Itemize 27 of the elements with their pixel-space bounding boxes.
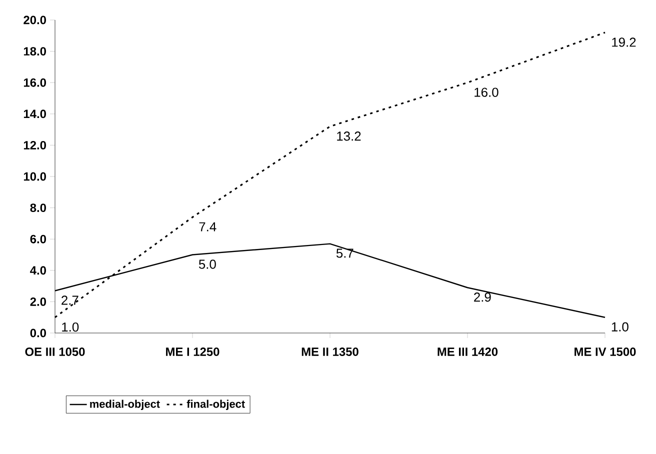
y-tick-label: 4.0 (30, 266, 46, 275)
y-tick-label: 18.0 (24, 47, 46, 56)
data-label: 19.2 (612, 38, 636, 47)
data-label: 13.2 (337, 132, 361, 141)
x-tick-label: ME I 1250 (166, 348, 220, 356)
data-label: 16.0 (474, 88, 498, 97)
x-tick-label: OE III 1050 (25, 348, 85, 356)
data-label: 1.0 (612, 322, 628, 332)
legend-label: final-object (186, 400, 245, 410)
y-tick-label: 10.0 (24, 172, 46, 181)
x-tick-label: ME II 1350 (302, 348, 358, 356)
data-label: 2.9 (474, 292, 491, 302)
x-tick-label: ME III 1420 (438, 348, 498, 356)
y-tick-label: 2.0 (30, 297, 46, 306)
y-tick-label: 16.0 (24, 78, 46, 87)
y-tick-label: 14.0 (24, 110, 46, 118)
data-label: 2.7 (62, 296, 78, 305)
legend-label: medial-object (90, 400, 160, 410)
data-label: 7.4 (199, 222, 216, 232)
y-tick-label: 20.0 (24, 16, 46, 24)
y-tick-label: 8.0 (30, 204, 46, 212)
y-tick-label: 12.0 (24, 140, 46, 150)
x-tick-label: ME IV 1500 (574, 348, 636, 356)
data-label: 1.0 (62, 322, 79, 332)
y-tick-label: 0.0 (30, 328, 46, 338)
y-tick-label: 6.0 (30, 234, 46, 244)
data-label: 5.0 (198, 260, 216, 269)
